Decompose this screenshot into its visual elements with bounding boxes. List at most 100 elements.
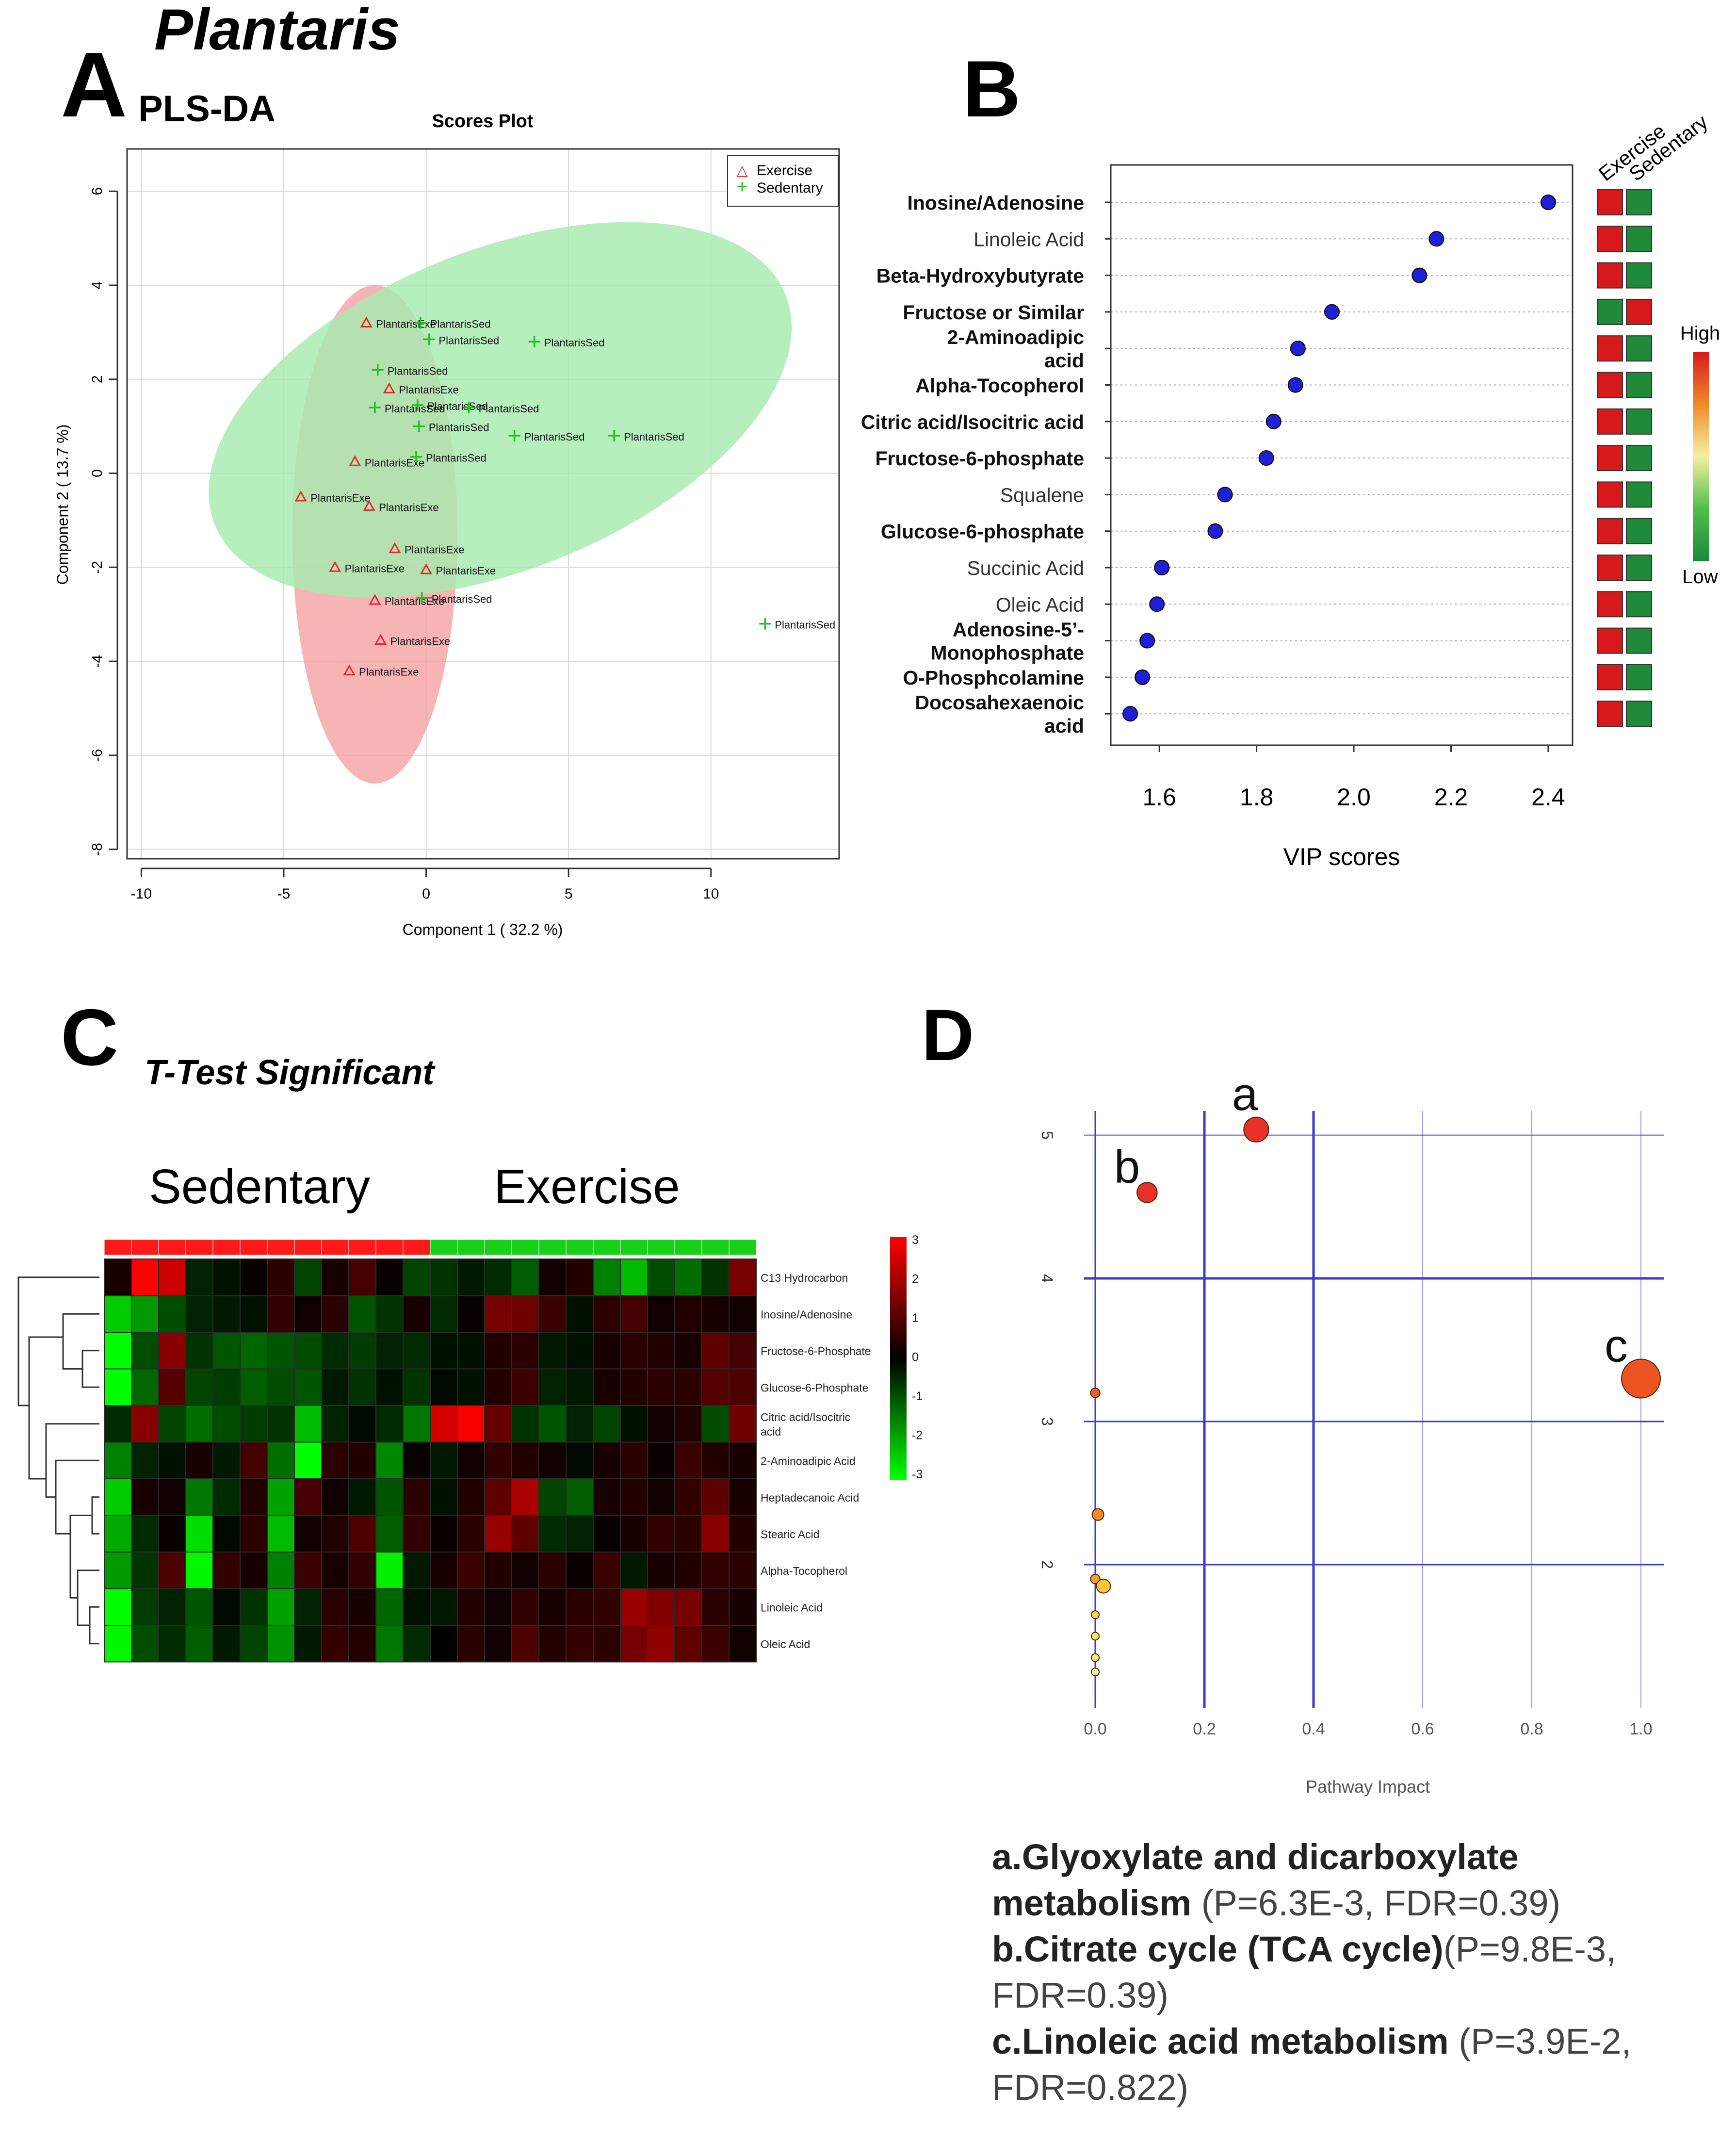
- heatmap-cell: [430, 1625, 458, 1663]
- vip-heat-cell-exercise: [1597, 664, 1623, 690]
- vip-heat-cell-sedentary: [1626, 664, 1652, 690]
- heatmap-cell: [566, 1478, 594, 1516]
- heatmap-cell: [674, 1588, 702, 1626]
- vip-metabolite-label: acid: [1044, 349, 1084, 372]
- pathway-b: b.Citrate cycle (TCA cycle)(P=9.8E-3, FD…: [992, 1926, 1729, 2018]
- heatmap-cell: [729, 1405, 757, 1443]
- point-label: PlantarisExe: [310, 492, 371, 504]
- heatmap-cell: [484, 1515, 512, 1553]
- heatmap-cell: [267, 1478, 295, 1516]
- heatmap-cell: [430, 1478, 458, 1516]
- heatmap-cell: [701, 1405, 730, 1443]
- heatmap-cell: [240, 1258, 268, 1296]
- dendrogram-branch: [91, 1496, 99, 1535]
- point-label: PlantarisSed: [438, 334, 499, 346]
- heatmap-cell: [620, 1332, 648, 1370]
- heatmap-cell: [430, 1441, 458, 1479]
- heatmap-cell: [321, 1405, 349, 1443]
- heatmap-cell: [158, 1258, 186, 1296]
- heatmap-cell: [104, 1478, 132, 1516]
- vip-heat-cell-sedentary: [1626, 481, 1652, 508]
- dendrogram-branch: [89, 1606, 99, 1645]
- vip-point: [1258, 450, 1274, 466]
- panel-c-heatmap: T-Test Significant Sedentary Exercise C1…: [17, 1053, 923, 1663]
- vip-metabolite-label: Beta-Hydroxybutyrate: [876, 265, 1084, 287]
- heatmap-cell: [674, 1332, 702, 1370]
- heatmap-cell: [647, 1258, 675, 1296]
- heatmap-row-label: Citric acid/Isocitric: [761, 1411, 850, 1423]
- vip-heat-cell-sedentary: [1626, 518, 1652, 544]
- pathway-a-letter: a.: [992, 1837, 1022, 1877]
- point-label: PlantarisSed: [432, 593, 492, 605]
- heatmap-cell: [321, 1515, 349, 1553]
- vip-point: [1154, 560, 1170, 575]
- pathway-c-name: Linoleic acid metabolism: [1022, 2021, 1449, 2061]
- vip-heat-cell-exercise: [1597, 189, 1623, 215]
- heatmap-cell: [240, 1405, 268, 1443]
- heatmap-cell: [484, 1295, 512, 1333]
- heatmap-cell: [158, 1588, 186, 1626]
- heatmap-cell: [348, 1441, 376, 1479]
- pathway-point-label-a: a: [1232, 1068, 1258, 1120]
- vip-heat-cell-sedentary: [1626, 408, 1652, 435]
- pathway-point: [1090, 1388, 1101, 1398]
- heatmap-cell: [348, 1368, 376, 1406]
- heatmap-cell: [484, 1258, 512, 1296]
- heatmap-cell: [158, 1552, 186, 1589]
- heatmap-cell: [294, 1332, 322, 1370]
- scores-plot-frame: [126, 148, 840, 860]
- heatmap-cell: [185, 1515, 213, 1553]
- heatmap-cell: [267, 1368, 295, 1406]
- pathway-c: c.Linoleic acid metabolism (P=3.9E-2, FD…: [992, 2018, 1729, 2110]
- heatmap-cell: [647, 1405, 675, 1443]
- heatmap-cell: [375, 1258, 404, 1296]
- heatmap-cell: [185, 1478, 213, 1516]
- pathway-c-stats-1: (P=3.9E-2,: [1459, 2021, 1632, 2061]
- scores-grid: [127, 149, 839, 859]
- heatmap-cell: [348, 1515, 376, 1553]
- heatmap-cell: [104, 1552, 132, 1589]
- vip-point: [1540, 195, 1556, 210]
- heatmap-scale-tick-label: -2: [912, 1429, 923, 1442]
- exercise-point: [420, 563, 433, 574]
- heatmap-cell: [701, 1625, 730, 1663]
- heatmap-cell: [457, 1478, 485, 1516]
- point-label: PlantarisSed: [388, 365, 448, 377]
- point-label: PlantarisExe: [385, 595, 445, 607]
- scores-x-tick-label: 10: [703, 886, 719, 902]
- vip-metabolite-label: Alpha-Tocopherol: [915, 375, 1084, 397]
- point-label: PlantarisExe: [359, 666, 419, 678]
- heatmap-cell: [647, 1332, 675, 1370]
- heatmap-cell: [701, 1588, 730, 1626]
- heatmap-cell: [294, 1515, 322, 1553]
- vip-x-tick-label: 1.6: [1142, 784, 1176, 811]
- heatmap-row-label: Stearic Acid: [761, 1528, 819, 1540]
- heatmap-cell: [185, 1295, 213, 1333]
- heatmap-cell: [729, 1625, 757, 1663]
- heatmap-cell: [647, 1478, 675, 1516]
- vip-metabolite-label: Inosine/Adenosine: [908, 192, 1085, 214]
- vip-heat-cell-sedentary: [1626, 627, 1652, 654]
- scores-y-tick-label: 0: [89, 469, 105, 477]
- heatmap-cell: [212, 1515, 241, 1553]
- heatmap-cell: [566, 1625, 594, 1663]
- heatmap-cell: [647, 1625, 675, 1663]
- point-label: PlantarisExe: [365, 457, 425, 469]
- dendrogram-branch: [62, 1313, 99, 1370]
- heatmap-group-cell-exercise: [484, 1239, 512, 1256]
- sedentary-point: [369, 401, 381, 413]
- heatmap-group-cell-sedentary: [131, 1239, 159, 1256]
- heatmap-cell: [158, 1332, 186, 1370]
- pathway-point: [1091, 1610, 1100, 1619]
- heatmap-row-labels: C13 Hydrocarbon Inosine/Adenosine Fructose…: [761, 1272, 871, 1651]
- heatmap-cell: [647, 1295, 675, 1333]
- heatmap-cell: [593, 1478, 621, 1516]
- heatmap-cell: [240, 1588, 268, 1626]
- heatmap-cell: [104, 1625, 132, 1663]
- pathway-point: [1091, 1667, 1100, 1677]
- heatmap-cell: [321, 1625, 349, 1663]
- point-label: PlantarisSed: [544, 337, 605, 349]
- heatmap-title: T-Test Significant: [145, 1053, 436, 1092]
- vip-heat-cell-sedentary: [1626, 335, 1652, 362]
- dendrogram-branch: [28, 1336, 63, 1480]
